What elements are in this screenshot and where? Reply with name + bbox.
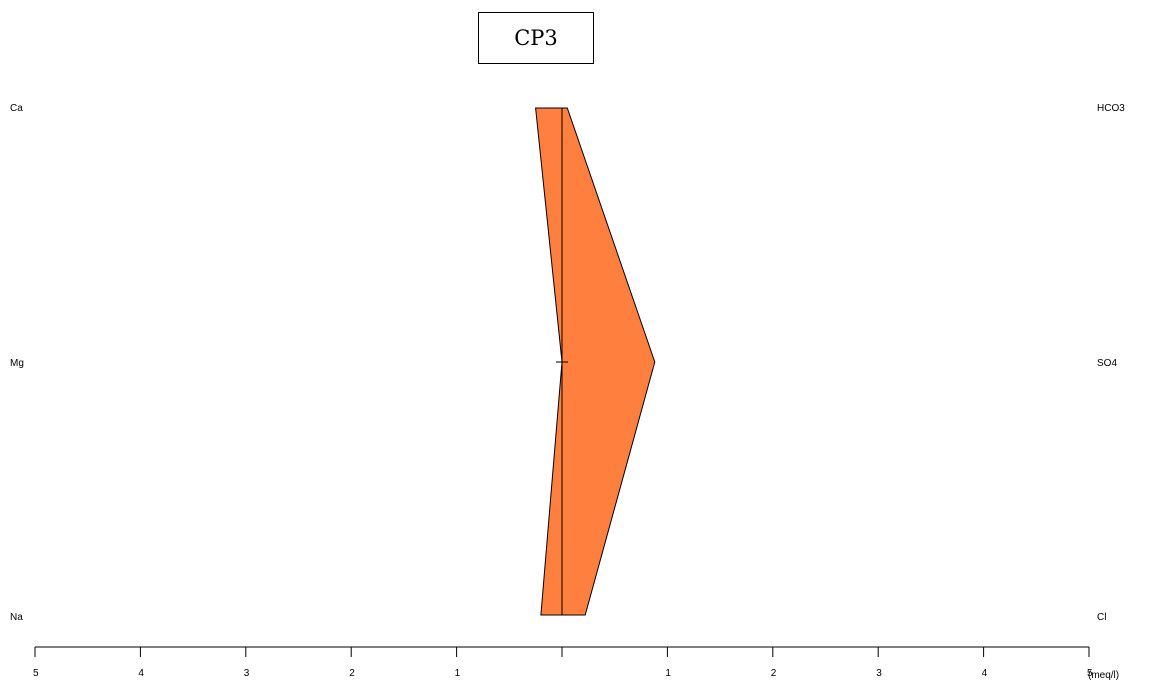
x-tick-label: 1 — [455, 668, 461, 679]
stiff-polygon — [535, 107, 656, 616]
center-cross-marker — [556, 355, 568, 369]
anion-label-hco3: HCO3 — [1097, 103, 1125, 114]
x-axis-ticks: 5 4 3 2 1 1 2 3 4 5 — [33, 647, 1093, 679]
anion-label-cl: Cl — [1097, 612, 1106, 623]
x-tick-label: 3 — [876, 668, 882, 679]
x-tick-label: 4 — [138, 668, 144, 679]
chart-title: CP3 — [478, 12, 594, 64]
anion-label-so4: SO4 — [1097, 358, 1117, 369]
x-tick-label: 5 — [33, 668, 39, 679]
x-tick-label: 1 — [665, 668, 671, 679]
x-tick-label: 5 — [1087, 668, 1093, 679]
x-tick-label: 2 — [771, 668, 777, 679]
x-axis-unit-label: (meq/l) — [1088, 670, 1119, 681]
cation-label-na: Na — [10, 612, 23, 623]
x-tick-label: 2 — [349, 668, 355, 679]
x-tick-label: 4 — [982, 668, 988, 679]
x-tick-label: 3 — [244, 668, 250, 679]
cation-label-ca: Ca — [10, 103, 23, 114]
cation-label-mg: Mg — [10, 358, 24, 369]
